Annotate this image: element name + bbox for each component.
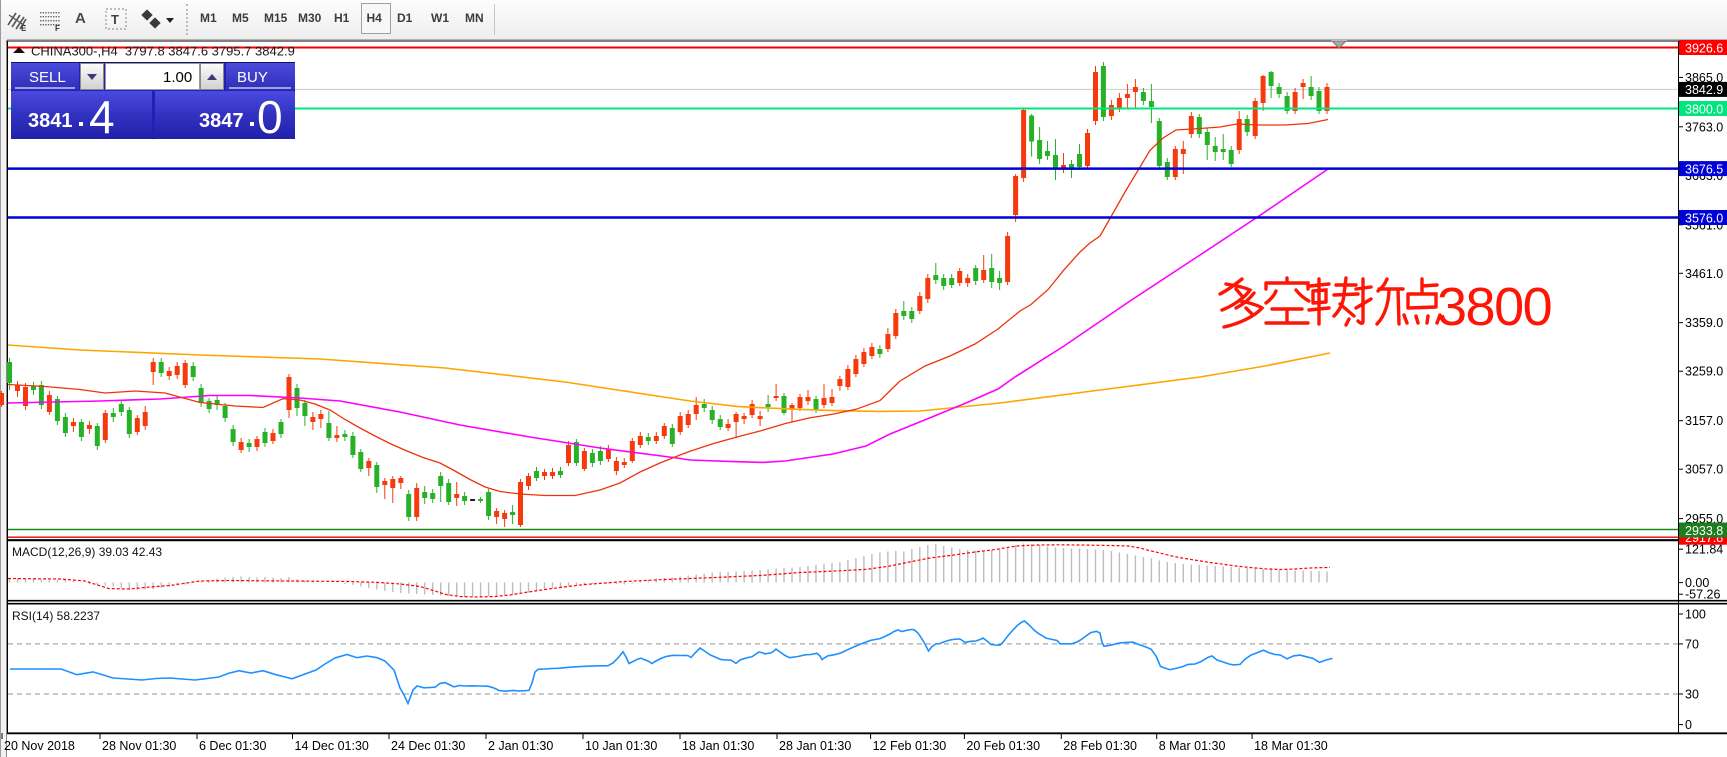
svg-text:3057.0: 3057.0 <box>1685 463 1723 477</box>
svg-text:30: 30 <box>1685 688 1699 702</box>
svg-text:3359.0: 3359.0 <box>1685 316 1723 330</box>
svg-text:28 Feb 01:30: 28 Feb 01:30 <box>1063 739 1137 753</box>
svg-text:2933.8: 2933.8 <box>1685 524 1723 538</box>
svg-text:F: F <box>55 24 60 33</box>
svg-text:24 Dec 01:30: 24 Dec 01:30 <box>391 739 465 753</box>
svg-text:3676.5: 3676.5 <box>1685 162 1723 176</box>
svg-text:8 Mar 01:30: 8 Mar 01:30 <box>1159 739 1226 753</box>
svg-text:3461.0: 3461.0 <box>1685 267 1723 281</box>
svg-text:18 Mar 01:30: 18 Mar 01:30 <box>1254 739 1328 753</box>
svg-text:28 Nov 01:30: 28 Nov 01:30 <box>102 739 176 753</box>
svg-text:6 Dec 01:30: 6 Dec 01:30 <box>199 739 266 753</box>
svg-text:T: T <box>111 12 119 27</box>
svg-text:70: 70 <box>1685 637 1699 651</box>
svg-text:E: E <box>21 24 27 33</box>
svg-text:0.00: 0.00 <box>1685 576 1709 590</box>
svg-text:0: 0 <box>1685 718 1692 732</box>
svg-text:20 Nov 2018: 20 Nov 2018 <box>4 739 75 753</box>
svg-text:3763.0: 3763.0 <box>1685 120 1723 134</box>
svg-text:28 Jan 01:30: 28 Jan 01:30 <box>779 739 851 753</box>
svg-text:3259.0: 3259.0 <box>1685 365 1723 379</box>
svg-text:3576.0: 3576.0 <box>1685 211 1723 225</box>
svg-text:3800: 3800 <box>1437 277 1551 337</box>
svg-text:12 Feb 01:30: 12 Feb 01:30 <box>873 739 947 753</box>
svg-text:3926.6: 3926.6 <box>1685 41 1723 55</box>
svg-text:CHINA300-,H4 3797.8 3847.6 37: CHINA300-,H4 3797.8 3847.6 3795.7 3842.9 <box>31 44 295 59</box>
svg-text:18 Jan 01:30: 18 Jan 01:30 <box>682 739 754 753</box>
svg-text:2 Jan 01:30: 2 Jan 01:30 <box>488 739 553 753</box>
svg-text:3157.0: 3157.0 <box>1685 414 1723 428</box>
svg-text:RSI(14) 58.2237: RSI(14) 58.2237 <box>12 609 100 623</box>
svg-text:14 Dec 01:30: 14 Dec 01:30 <box>295 739 369 753</box>
svg-text:3800.0: 3800.0 <box>1685 102 1723 116</box>
svg-text:3865.0: 3865.0 <box>1685 71 1723 85</box>
svg-text:MACD(12,26,9) 39.03 42.43: MACD(12,26,9) 39.03 42.43 <box>12 545 162 559</box>
svg-text:20 Feb 01:30: 20 Feb 01:30 <box>966 739 1040 753</box>
svg-text:121.84: 121.84 <box>1685 543 1723 557</box>
svg-text:10 Jan 01:30: 10 Jan 01:30 <box>585 739 657 753</box>
svg-text:100: 100 <box>1685 608 1706 622</box>
svg-text:-57.26: -57.26 <box>1685 588 1720 602</box>
svg-text:3842.9: 3842.9 <box>1685 83 1723 97</box>
